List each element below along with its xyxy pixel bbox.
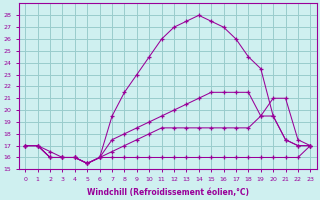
X-axis label: Windchill (Refroidissement éolien,°C): Windchill (Refroidissement éolien,°C)	[87, 188, 249, 197]
